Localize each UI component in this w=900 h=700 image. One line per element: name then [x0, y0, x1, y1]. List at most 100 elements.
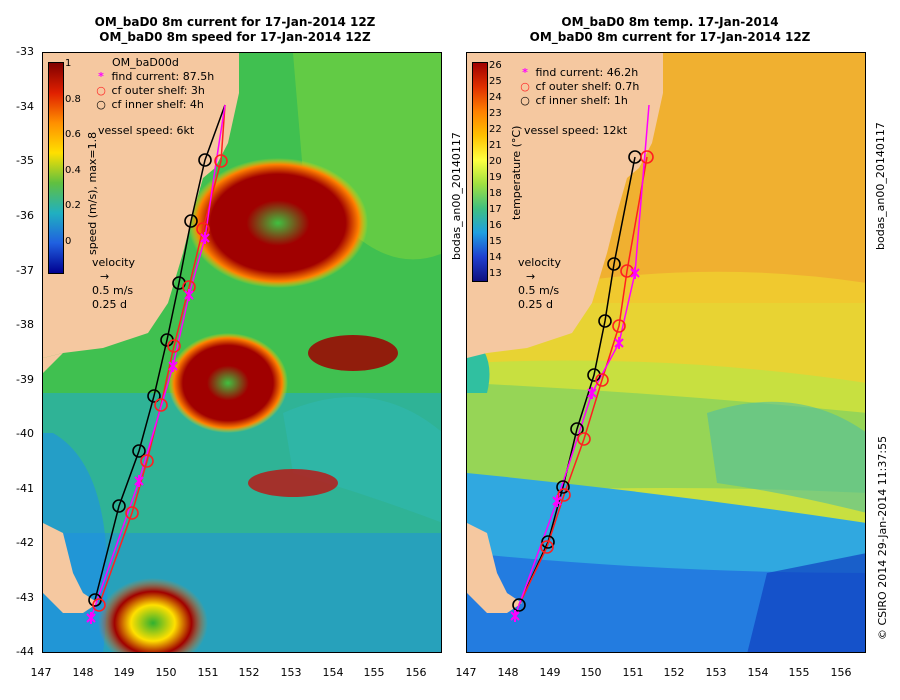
right-cbar-tick: 15	[489, 236, 502, 247]
left-cbar-tick: 0.4	[65, 165, 81, 176]
right-map-graphic	[467, 53, 865, 652]
left-map-graphic	[43, 53, 441, 652]
asterisk-icon: *	[522, 66, 528, 79]
right-legend-items: * find current: 46.2h ○ cf outer shelf: …	[518, 66, 639, 108]
circle-icon: ○	[520, 94, 530, 107]
right-cbar-tick: 21	[489, 140, 502, 151]
legend-item-find: * find current: 87.5h	[94, 70, 214, 84]
left-vessel-speed: vessel speed: 6kt	[98, 124, 195, 137]
right-cbar-tick: 22	[489, 124, 502, 135]
left-ytick: -39	[16, 373, 34, 386]
legend-text: find current: 46.2h	[535, 66, 639, 79]
velocity-label: velocity	[92, 256, 135, 269]
legend-text: cf outer shelf: 3h	[111, 84, 205, 97]
right-cbar-tick: 19	[489, 172, 502, 183]
left-legend-model: OM_baD00d	[112, 56, 179, 69]
right-cbar-tick: 25	[489, 76, 502, 87]
left-map-speed	[42, 52, 442, 653]
right-cbar-tick: 13	[489, 268, 502, 279]
right-cbar-tick: 14	[489, 252, 502, 263]
right-title-line2: OM_baD0 8m current for 17-Jan-2014 12Z	[529, 30, 811, 44]
left-xtick: 155	[363, 666, 385, 679]
right-xtick: 150	[580, 666, 602, 679]
right-cbar-tick: 16	[489, 220, 502, 231]
right-title: OM_baD0 8m temp. 17-Jan-2014 OM_baD0 8m …	[455, 15, 885, 45]
right-cbar-tick: 24	[489, 92, 502, 103]
legend-text: cf inner shelf: 4h	[111, 98, 204, 111]
left-ytick: -38	[16, 318, 34, 331]
left-map-id: bodas_an00_20140117	[450, 132, 463, 260]
velocity-scale1: 0.5 m/s	[518, 284, 560, 297]
right-cbar-tick: 17	[489, 204, 502, 215]
right-xtick: 156	[830, 666, 852, 679]
legend-item-find: * find current: 46.2h	[518, 66, 639, 80]
left-track-outer	[98, 104, 226, 606]
legend-item-inner: ○ cf inner shelf: 4h	[94, 98, 214, 112]
left-title-line2: OM_baD0 8m speed for 17-Jan-2014 12Z	[99, 30, 371, 44]
legend-text: cf inner shelf: 1h	[535, 94, 628, 107]
left-legend: OM_baD00d	[108, 56, 179, 70]
right-xtick: 151	[622, 666, 644, 679]
velocity-arrow-icon: →	[526, 270, 536, 283]
left-cbar-tick: 0.6	[65, 129, 81, 140]
velocity-scale1: 0.5 m/s	[92, 284, 134, 297]
velocity-arrow-icon: →	[100, 270, 110, 283]
left-ytick: -33	[16, 45, 34, 58]
asterisk-icon: *	[98, 70, 104, 83]
left-xtick: 152	[238, 666, 260, 679]
right-xtick: 148	[497, 666, 519, 679]
velocity-label: velocity	[518, 256, 561, 269]
left-ytick: -42	[16, 536, 34, 549]
right-xtick: 147	[455, 666, 477, 679]
right-track-inner	[518, 156, 636, 606]
legend-text: cf outer shelf: 0.7h	[535, 80, 640, 93]
left-xtick: 153	[280, 666, 302, 679]
right-map-id: bodas_an00_20140117	[874, 122, 887, 250]
left-colorbar-label: speed (m/s), max=1.8	[86, 131, 99, 255]
left-xtick: 147	[30, 666, 52, 679]
right-vessel-speed: vessel speed: 12kt	[524, 124, 628, 137]
left-xtick: 154	[322, 666, 344, 679]
left-title-line1: OM_baD0 8m current for 17-Jan-2014 12Z	[94, 15, 376, 29]
left-cbar-tick: 0.8	[65, 94, 81, 105]
right-title-line1: OM_baD0 8m temp. 17-Jan-2014	[561, 15, 779, 29]
right-track-find	[514, 104, 650, 617]
legend-item-outer: ○ cf outer shelf: 3h	[94, 84, 214, 98]
right-xtick: 149	[539, 666, 561, 679]
right-colorbar-label: temperature (°C)	[510, 125, 523, 220]
left-velocity-legend: velocity → 0.5 m/s 0.25 d	[92, 256, 135, 312]
left-xtick: 149	[113, 666, 135, 679]
right-velocity-legend: velocity → 0.5 m/s 0.25 d	[518, 256, 561, 312]
left-track-find	[90, 104, 226, 619]
right-colorbar	[472, 62, 488, 282]
right-cbar-tick: 26	[489, 60, 502, 71]
left-xtick: 156	[405, 666, 427, 679]
left-legend-items: * find current: 87.5h ○ cf outer shelf: …	[94, 70, 214, 112]
right-xtick: 152	[663, 666, 685, 679]
left-cbar-tick: 0	[65, 236, 72, 247]
right-cbar-tick: 23	[489, 108, 502, 119]
left-title: OM_baD0 8m current for 17-Jan-2014 12Z O…	[20, 15, 450, 45]
circle-icon: ○	[96, 84, 106, 97]
velocity-scale2: 0.25 d	[518, 298, 553, 311]
left-ytick: -40	[16, 427, 34, 440]
right-cbar-tick: 20	[489, 156, 502, 167]
credit-text: © CSIRO 2014 29-Jan-2014 11:37:55	[876, 435, 889, 640]
left-cbar-tick: 1	[65, 58, 72, 69]
left-ytick: -44	[16, 645, 34, 658]
left-xtick: 148	[72, 666, 94, 679]
legend-text: find current: 87.5h	[111, 70, 215, 83]
circle-icon: ○	[96, 98, 106, 111]
left-xtick: 151	[197, 666, 219, 679]
left-ytick: -34	[16, 100, 34, 113]
right-xtick: 155	[788, 666, 810, 679]
right-track-outer	[518, 156, 648, 606]
right-cbar-tick: 18	[489, 188, 502, 199]
left-xtick: 150	[155, 666, 177, 679]
legend-item-outer: ○ cf outer shelf: 0.7h	[518, 80, 639, 94]
left-cbar-tick: 0.2	[65, 200, 81, 211]
right-map-temperature	[466, 52, 866, 653]
left-track-inner	[94, 104, 226, 601]
left-ytick: -41	[16, 482, 34, 495]
left-ytick: -37	[16, 264, 34, 277]
